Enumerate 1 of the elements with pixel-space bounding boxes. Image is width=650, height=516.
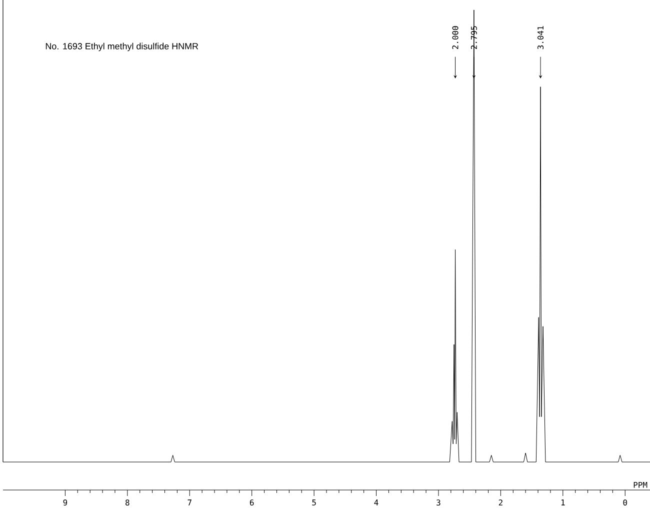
text: No. 1693 Ethyl methyl disulfide HNMR: [46, 42, 198, 52]
